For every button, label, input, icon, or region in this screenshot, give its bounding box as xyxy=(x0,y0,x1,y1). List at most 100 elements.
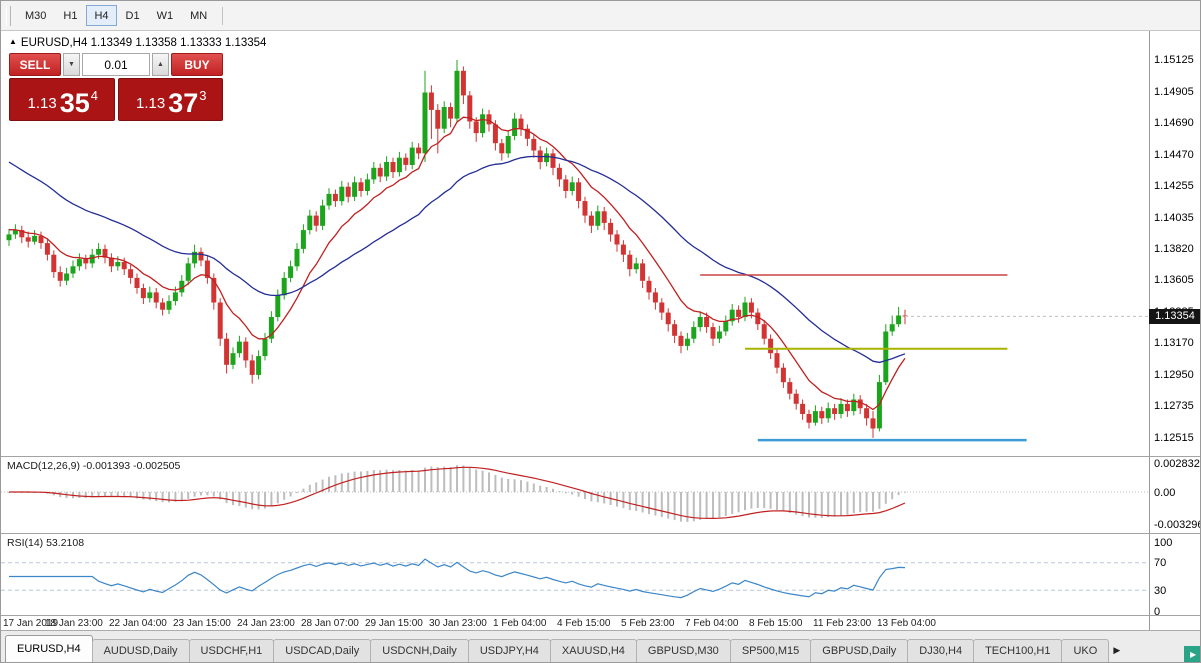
macd-signal-line xyxy=(9,466,906,520)
buy-price-big: 37 xyxy=(168,88,199,118)
candle xyxy=(883,324,889,385)
price-axis-label: 1.12735 xyxy=(1154,400,1194,412)
candle xyxy=(217,298,223,346)
toolbar-grip[interactable] xyxy=(6,5,11,26)
price-axis-label: 1.13605 xyxy=(1154,274,1194,286)
rsi-axis-label: 70 xyxy=(1154,557,1167,569)
time-axis-label: 30 Jan 23:00 xyxy=(429,618,487,629)
volume-increase-button[interactable]: ▲ xyxy=(152,53,169,76)
candle xyxy=(64,267,70,286)
sell-price-display[interactable]: 1.13 35 4 xyxy=(9,78,115,121)
candle xyxy=(665,308,671,332)
candle xyxy=(652,288,658,310)
candle xyxy=(185,257,191,286)
candle xyxy=(768,334,774,359)
candle xyxy=(128,264,134,284)
candle xyxy=(576,178,582,209)
tabs-overflow-icon[interactable]: ▶ xyxy=(1113,645,1121,655)
timeframe-button-m30[interactable]: M30 xyxy=(17,5,54,26)
candle xyxy=(608,218,614,242)
sell-price-big: 35 xyxy=(59,88,90,118)
buy-price-sup: 3 xyxy=(199,88,207,103)
rsi-indicator-chart[interactable] xyxy=(1,534,1149,614)
timeframe-button-h4[interactable]: H4 xyxy=(86,5,117,26)
tab-usdjpy-h4[interactable]: USDJPY,H4 xyxy=(467,639,551,662)
timeframe-button-h1[interactable]: H1 xyxy=(55,5,85,26)
rsi-indicator-label: RSI(14) 53.2108 xyxy=(7,537,85,549)
macd-indicator-chart[interactable] xyxy=(1,457,1149,533)
candle xyxy=(556,163,562,187)
tab-usdcad-daily[interactable]: USDCAD,Daily xyxy=(273,639,372,662)
candle xyxy=(224,332,230,374)
panel-divider[interactable] xyxy=(1,456,1200,457)
candle xyxy=(268,311,274,344)
tab-usdchf-h1[interactable]: USDCHF,H1 xyxy=(188,639,275,662)
candle xyxy=(140,283,146,304)
candle xyxy=(294,243,300,271)
tab-sp500-m15[interactable]: SP500,M15 xyxy=(729,639,812,662)
candle xyxy=(812,405,818,426)
candle xyxy=(441,101,447,134)
candle xyxy=(499,138,505,161)
candle xyxy=(761,319,767,345)
time-axis-label: 22 Jan 04:00 xyxy=(109,618,167,629)
buy-price-display[interactable]: 1.13 37 3 xyxy=(117,78,223,121)
candle xyxy=(620,240,626,262)
tab-uko[interactable]: UKO xyxy=(1061,639,1110,662)
candle xyxy=(396,151,402,177)
timeframe-button-mn[interactable]: MN xyxy=(182,5,215,26)
candle xyxy=(307,209,313,235)
chart-title-text: EURUSD,H4 1.13349 1.13358 1.13333 1.1335… xyxy=(20,37,267,49)
timeframe-toolbar: M30 H1 H4 D1 W1 MN xyxy=(1,1,1200,31)
candle xyxy=(147,286,153,303)
macd-axis-label: 0.002832 xyxy=(1154,458,1200,470)
candle xyxy=(243,337,249,368)
candle xyxy=(480,108,486,138)
macd-indicator-label: MACD(12,26,9) -0.001393 -0.002505 xyxy=(7,460,181,472)
timeframe-button-w1[interactable]: W1 xyxy=(149,5,182,26)
time-axis-label: 5 Feb 23:00 xyxy=(621,618,675,629)
tab-gbpusd-m30[interactable]: GBPUSD,M30 xyxy=(635,639,731,662)
current-price-tag: 1.13354 xyxy=(1149,309,1200,324)
volume-decrease-button[interactable]: ▼ xyxy=(63,53,80,76)
price-axis-label: 1.12515 xyxy=(1154,432,1194,444)
timeframe-button-d1[interactable]: D1 xyxy=(118,5,148,26)
candle xyxy=(44,238,50,261)
candlestick-chart[interactable] xyxy=(1,31,1149,456)
candle xyxy=(844,399,850,417)
candle xyxy=(806,409,812,429)
candle xyxy=(6,228,12,246)
candle xyxy=(448,102,454,128)
candle xyxy=(524,124,530,147)
candle xyxy=(108,253,114,273)
tab-eurusd-h4[interactable]: EURUSD,H4 xyxy=(5,635,93,662)
time-axis-label: 23 Jan 15:00 xyxy=(173,618,231,629)
panel-divider[interactable] xyxy=(1,533,1200,534)
tab-usdcnh-daily[interactable]: USDCNH,Daily xyxy=(370,639,469,662)
candle xyxy=(819,406,825,425)
time-axis-label: 17 Jan 2019 xyxy=(3,618,59,629)
candle xyxy=(512,112,518,141)
macd-axis-label: 0.00 xyxy=(1154,487,1176,499)
tab-xauusd-h4[interactable]: XAUUSD,H4 xyxy=(549,639,637,662)
candle xyxy=(518,114,524,136)
price-axis-label: 1.14470 xyxy=(1154,149,1194,161)
candle xyxy=(691,321,697,344)
volume-input[interactable] xyxy=(82,53,150,76)
candle xyxy=(684,332,690,351)
volume-decrease-icon: ▼ xyxy=(68,61,75,68)
candle xyxy=(800,399,806,420)
price-axis-label: 1.14255 xyxy=(1154,180,1194,192)
tab-tech100-h1[interactable]: TECH100,H1 xyxy=(973,639,1063,662)
tabbar-scroll-right-button[interactable]: ▶ xyxy=(1184,646,1200,662)
candle xyxy=(595,205,601,231)
candle xyxy=(435,104,441,154)
panel-divider xyxy=(1,615,1200,616)
tab-gbpusd-daily[interactable]: GBPUSD,Daily xyxy=(810,639,909,662)
tab-audusd-daily[interactable]: AUDUSD,Daily xyxy=(91,639,190,662)
candle xyxy=(864,403,870,426)
sell-button[interactable]: SELL xyxy=(9,53,61,76)
buy-button[interactable]: BUY xyxy=(171,53,223,76)
tab-dj30-h4[interactable]: DJ30,H4 xyxy=(907,639,975,662)
